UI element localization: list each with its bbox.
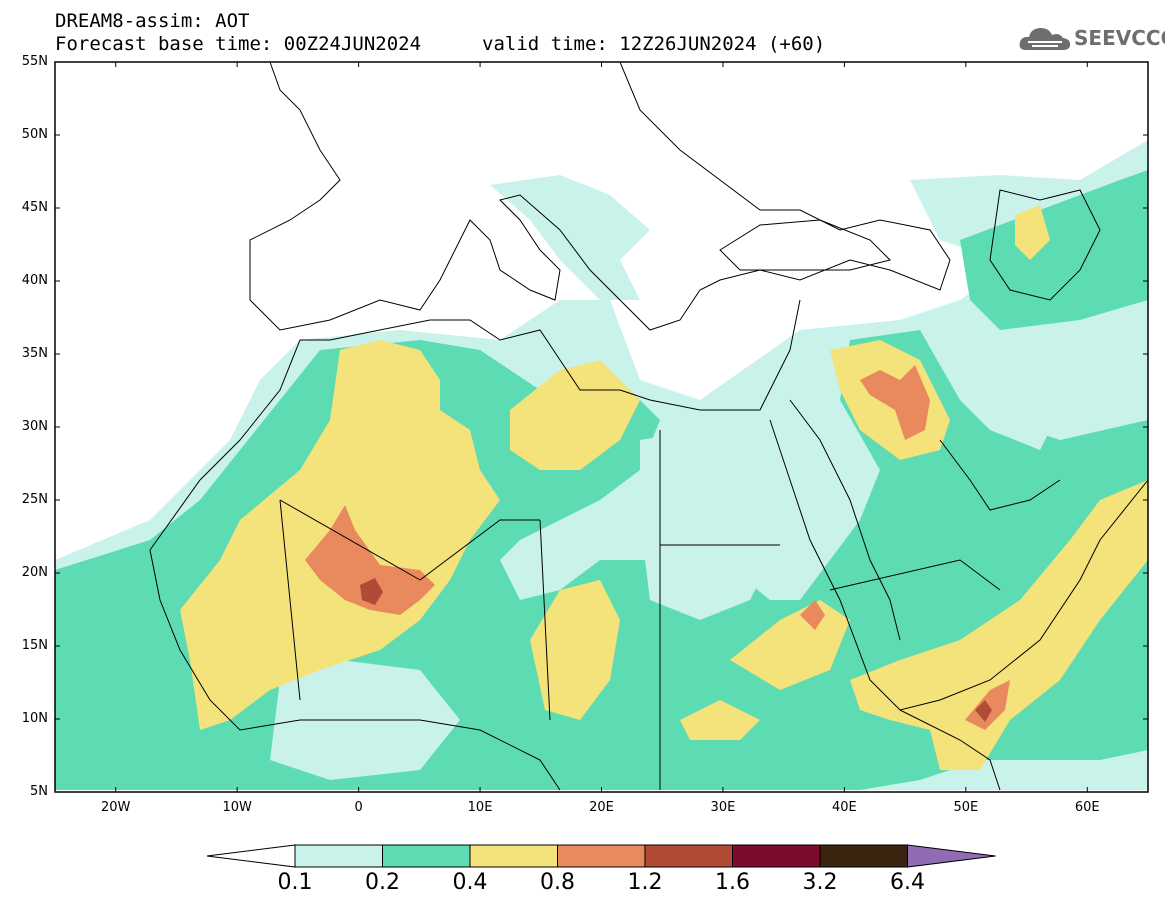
lon-label: 50E bbox=[953, 800, 979, 815]
aot-band-0.4-arabia bbox=[850, 480, 1148, 770]
colorbar-segment bbox=[382, 844, 471, 868]
aot-band-1.2-mali bbox=[360, 578, 383, 605]
valid-time: valid time: 12Z26JUN2024 (+60) bbox=[482, 33, 826, 55]
lon-label: 10W bbox=[222, 800, 252, 815]
forecast-base-time: Forecast base time: 00Z24JUN2024 bbox=[55, 33, 422, 55]
aot-band-0.2-east bbox=[960, 170, 1148, 330]
map-title: DREAM8-assim: AOT bbox=[55, 10, 250, 32]
colorbar-label: 6.4 bbox=[890, 870, 925, 895]
lat-label: 30N bbox=[21, 419, 48, 434]
colorbar-over-arrow bbox=[907, 844, 996, 868]
aot-band-0.1-persia bbox=[960, 350, 1060, 450]
lon-label: 20W bbox=[101, 800, 131, 815]
lat-label: 5N bbox=[30, 784, 48, 799]
colorbar-label: 3.2 bbox=[802, 870, 838, 895]
aot-band-1.2-somalia bbox=[975, 700, 992, 722]
colorbar-segment bbox=[469, 844, 558, 868]
colorbar-label: 1.6 bbox=[715, 870, 750, 895]
lat-label: 15N bbox=[21, 638, 48, 653]
colorbar-segment bbox=[819, 844, 908, 868]
colorbar-segment bbox=[294, 844, 383, 868]
aot-band-0.8-eritrea bbox=[800, 600, 825, 630]
colorbar-label: 0.1 bbox=[277, 870, 313, 895]
aot-band-0.4-libya bbox=[510, 360, 640, 470]
colorbar-label: 0.4 bbox=[452, 870, 488, 895]
lon-label: 60E bbox=[1074, 800, 1100, 815]
aot-band-0.4-sudan bbox=[680, 700, 760, 740]
axis-ticks bbox=[55, 61, 1148, 793]
lat-label: 20N bbox=[21, 565, 48, 580]
lat-label: 55N bbox=[21, 54, 48, 69]
lat-label: 50N bbox=[21, 127, 48, 142]
colorbar-label: 1.2 bbox=[627, 870, 663, 895]
aot-band-0.4-chad bbox=[530, 580, 620, 720]
colorbar-segment bbox=[644, 844, 733, 868]
colorbar-label: 0.2 bbox=[365, 870, 400, 895]
colorbar-segment bbox=[732, 844, 821, 868]
logo-text: SEEVCCC bbox=[1074, 26, 1165, 50]
aot-field bbox=[55, 140, 1148, 790]
cloud-icon bbox=[1019, 28, 1071, 50]
lon-label: 20E bbox=[589, 800, 614, 815]
lat-label: 25N bbox=[21, 492, 48, 507]
lon-label: 30E bbox=[710, 800, 736, 815]
lat-label: 40N bbox=[21, 273, 48, 288]
aot-band-0.4-caspian bbox=[1015, 205, 1050, 260]
lat-label: 45N bbox=[21, 200, 48, 215]
seevccc-logo: SEEVCCC bbox=[1018, 22, 1165, 56]
colorbar-label: 0.8 bbox=[540, 870, 575, 895]
colorbar-segment bbox=[557, 844, 646, 868]
aot-band-0.1-egypt bbox=[640, 430, 790, 620]
aot-band-0.8-iraq bbox=[860, 365, 930, 440]
aot-band-0.1-balkans bbox=[490, 175, 650, 300]
lon-label: 0 bbox=[354, 800, 363, 815]
lon-label: 40E bbox=[831, 800, 857, 815]
lon-label: 10E bbox=[467, 800, 493, 815]
coastlines bbox=[149, 62, 1148, 791]
lat-label: 10N bbox=[21, 711, 48, 726]
colorbar-under-arrow bbox=[206, 844, 296, 868]
lat-label: 35N bbox=[21, 346, 48, 361]
